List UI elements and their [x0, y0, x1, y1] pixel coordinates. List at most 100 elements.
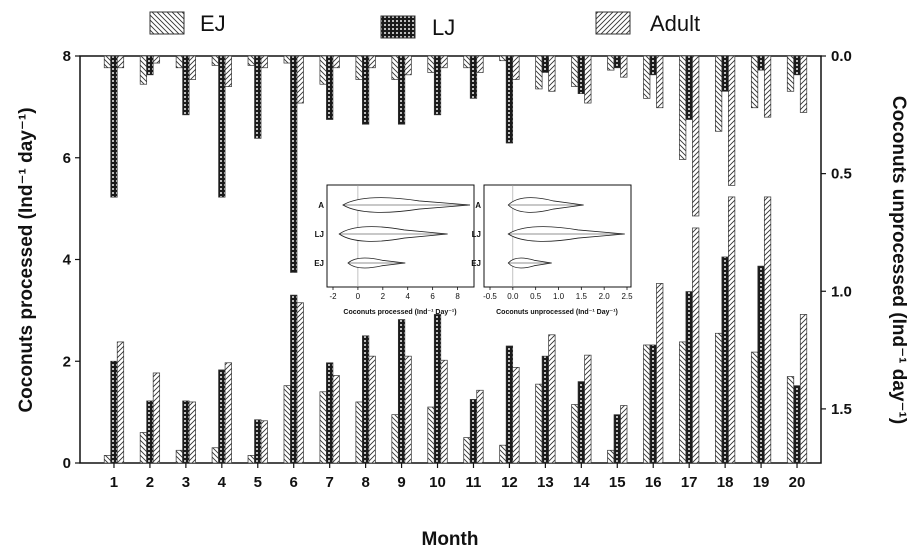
bar-unprocessed-lj-4: [218, 55, 226, 198]
bar-processed-lj-13: [541, 355, 549, 464]
bar-processed-ej-6: [283, 385, 291, 464]
inset-x-tick-label: 2: [381, 292, 386, 301]
bar-processed-ej-5: [247, 455, 255, 464]
inset-x-tick-label: 0.0: [507, 292, 519, 301]
bar-processed-lj-2: [146, 400, 154, 464]
x-tick-label: 2: [146, 474, 154, 491]
bar-processed-adult-4: [224, 362, 232, 464]
bar-processed-lj-8: [362, 335, 370, 464]
bar-unprocessed-ej-19: [750, 55, 759, 109]
x-tick-label: 10: [429, 474, 446, 491]
y-left-tick-label: 6: [63, 150, 71, 167]
bar-processed-lj-18: [721, 256, 729, 464]
bar-unprocessed-ej-8: [355, 55, 363, 80]
bar-processed-ej-2: [139, 432, 148, 464]
bar-processed-adult-18: [728, 196, 736, 464]
inset-group-label: EJ: [471, 259, 481, 268]
bar-unprocessed-adult-17: [692, 55, 700, 217]
bar-processed-adult-15: [620, 405, 628, 464]
inset-x-tick-label: 0: [356, 292, 361, 301]
bar-processed-lj-17: [685, 291, 693, 464]
bar-processed-ej-10: [427, 406, 435, 464]
bar-processed-lj-20: [793, 385, 801, 464]
inset-x-tick-label: 1.0: [553, 292, 565, 301]
bar-unprocessed-adult-10: [440, 55, 448, 69]
bar-unprocessed-lj-9: [397, 55, 406, 125]
inset-x-tick-label: 1.5: [576, 292, 588, 301]
bar-processed-ej-11: [463, 437, 471, 464]
bar-unprocessed-adult-16: [656, 55, 664, 109]
bar-processed-adult-1: [116, 341, 125, 464]
inset-x-tick-label: 8: [455, 292, 460, 301]
inset-group-label: A: [318, 201, 324, 210]
bar-unprocessed-adult-2: [152, 55, 161, 64]
bar-processed-ej-3: [175, 449, 183, 464]
bar-unprocessed-ej-4: [211, 55, 219, 66]
bar-unprocessed-ej-14: [571, 55, 579, 87]
y-right-tick-label: 0.5: [831, 166, 852, 183]
legend: EJ LJ Adult: [149, 11, 700, 40]
y-axis-right-title: Coconuts unprocessed (Ind⁻¹ day⁻¹): [888, 96, 909, 424]
bar-unprocessed-lj-13: [541, 55, 549, 73]
bar-unprocessed-adult-7: [332, 55, 340, 69]
bars-unprocessed: [103, 55, 808, 273]
y-left-tick-label: 2: [63, 353, 71, 370]
bar-processed-lj-12: [505, 345, 514, 464]
x-tick-label: 5: [254, 474, 262, 491]
bar-processed-adult-9: [404, 355, 412, 464]
bar-processed-adult-16: [656, 283, 664, 464]
bar-unprocessed-adult-6: [296, 55, 304, 104]
bar-unprocessed-ej-20: [786, 55, 795, 92]
bar-unprocessed-adult-5: [260, 55, 268, 69]
y-axis-left-title: Coconuts processed (Ind⁻¹ day⁻¹): [16, 107, 37, 412]
inset-x-tick-label: 2.0: [599, 292, 611, 301]
bar-processed-adult-17: [692, 227, 700, 464]
x-tick-label: 9: [397, 474, 405, 491]
x-tick-label: 14: [573, 474, 590, 491]
bars-processed: [103, 196, 808, 464]
x-tick-label: 19: [753, 474, 770, 491]
bar-unprocessed-ej-13: [535, 55, 543, 90]
inset-x-tick-label: 2.5: [621, 292, 633, 301]
bar-processed-ej-14: [571, 404, 579, 464]
y-right-tick-label: 0.0: [831, 48, 852, 65]
x-tick-label: 18: [717, 474, 734, 491]
bar-processed-adult-12: [512, 367, 520, 464]
bar-processed-adult-8: [368, 355, 376, 464]
bar-unprocessed-ej-1: [103, 55, 112, 69]
inset-x-tick-label: -2: [329, 292, 337, 301]
inset-x-tick-label: 4: [406, 292, 411, 301]
bar-unprocessed-lj-3: [182, 55, 190, 116]
inset-x-tick-label: 6: [430, 292, 435, 301]
bar-unprocessed-adult-9: [404, 55, 412, 76]
bar-processed-ej-13: [535, 383, 543, 464]
bar-processed-adult-13: [548, 334, 556, 464]
bar-processed-lj-9: [397, 319, 406, 464]
x-tick-label: 6: [290, 474, 298, 491]
bar-processed-adult-14: [584, 354, 592, 464]
x-tick-label: 1: [110, 474, 118, 491]
bar-unprocessed-lj-10: [433, 55, 442, 116]
bar-unprocessed-adult-18: [728, 55, 736, 186]
bar-unprocessed-adult-8: [368, 55, 376, 69]
bar-unprocessed-ej-18: [715, 55, 723, 132]
bar-processed-ej-9: [391, 414, 399, 464]
bar-unprocessed-ej-16: [643, 55, 651, 99]
bar-unprocessed-lj-18: [721, 55, 729, 92]
bar-unprocessed-lj-19: [757, 55, 765, 71]
bar-unprocessed-lj-16: [649, 55, 657, 76]
bar-unprocessed-lj-5: [254, 55, 262, 139]
legend-item-lj: LJ: [380, 15, 455, 40]
bar-unprocessed-lj-14: [577, 55, 585, 94]
bar-processed-ej-20: [786, 376, 795, 464]
bar-processed-ej-19: [750, 351, 759, 464]
bar-unprocessed-lj-15: [613, 55, 621, 69]
bar-processed-ej-12: [499, 444, 507, 464]
bar-processed-ej-1: [103, 455, 112, 464]
inset-x-tick-label: -0.5: [483, 292, 497, 301]
legend-label-lj: LJ: [432, 15, 455, 40]
bar-processed-ej-15: [607, 449, 615, 464]
bar-unprocessed-adult-14: [584, 55, 592, 104]
inset-unprocessed: Coconuts unprocessed (Ind⁻¹ Day⁻¹) A LJ EJ…: [471, 184, 633, 316]
